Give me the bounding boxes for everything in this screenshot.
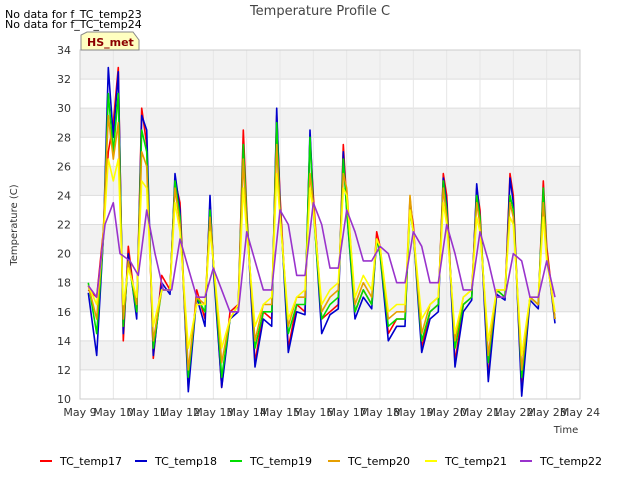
y-tick-label: 24 [57,189,71,202]
y-axis-ticks: 10 12 14 16 18 20 22 24 26 28 30 32 34 [57,44,71,406]
y-tick-label: 10 [57,393,71,406]
background-band [80,108,580,138]
y-tick-label: 34 [57,44,71,57]
x-tick-label: May 22 [493,406,533,419]
series-layer [87,66,556,397]
x-tick-label: May 24 [560,406,600,419]
y-tick-label: 20 [57,248,71,261]
legend-label-TC_temp22: TC_temp22 [539,455,602,468]
x-tick-label: May 18 [360,406,400,419]
x-axis-label: Time [553,425,578,436]
x-tick-label: May 14 [227,406,267,419]
legend: TC_temp17 TC_temp18 TC_temp19 TC_temp20 TC_t… [40,455,602,468]
x-tick-label: May 10 [93,406,133,419]
legend-label-TC_temp17: TC_temp17 [59,455,122,468]
series-line-TC_temp21 [87,158,556,357]
y-tick-label: 26 [57,160,71,173]
plot-frame [79,49,581,400]
legend-label-TC_temp19: TC_temp19 [249,455,312,468]
no-data-notice-temp23: No data for f_TC_temp23 [5,8,142,21]
series-line-TC_temp22 [87,201,556,313]
y-tick-label: 22 [57,219,71,232]
x-tick-label: May 11 [127,406,167,419]
y-tick-label: 12 [57,364,71,377]
background-band [80,50,580,80]
x-tick-label: May 13 [193,406,233,419]
legend-label-TC_temp18: TC_temp18 [154,455,217,468]
y-tick-label: 28 [57,131,71,144]
chart-title: Temperature Profile C [249,4,390,19]
background-band [80,340,580,370]
x-tick-label: May 17 [327,406,367,419]
y-tick-label: 16 [57,306,71,319]
background-band [80,137,580,167]
y-tick-label: 30 [57,102,71,115]
x-tick-label: May 15 [260,406,300,419]
y-tick-label: 18 [57,277,71,290]
background-band [80,166,580,196]
y-tick-label: 14 [57,335,71,348]
y-axis-label: Temperature (C) [9,184,20,266]
x-tick-label: May 16 [293,406,333,419]
background-band [80,369,580,399]
x-tick-label: May 23 [527,406,567,419]
badge-label: HS_met [87,36,134,49]
x-tick-label: May 21 [460,406,500,419]
x-tick-label: May 19 [393,406,433,419]
background-band [80,224,580,254]
x-tick-label: May 12 [160,406,200,419]
legend-label-TC_temp20: TC_temp20 [347,455,410,468]
background-band [80,79,580,109]
x-tick-label: May 20 [427,406,467,419]
legend-label-TC_temp21: TC_temp21 [444,455,507,468]
y-tick-label: 32 [57,73,71,86]
no-data-notice-temp24: No data for f_TC_temp24 [5,18,142,31]
background-band [80,195,580,225]
hs-met-badge: HS_met [80,31,140,51]
x-tick-label: May 9 [63,406,96,419]
